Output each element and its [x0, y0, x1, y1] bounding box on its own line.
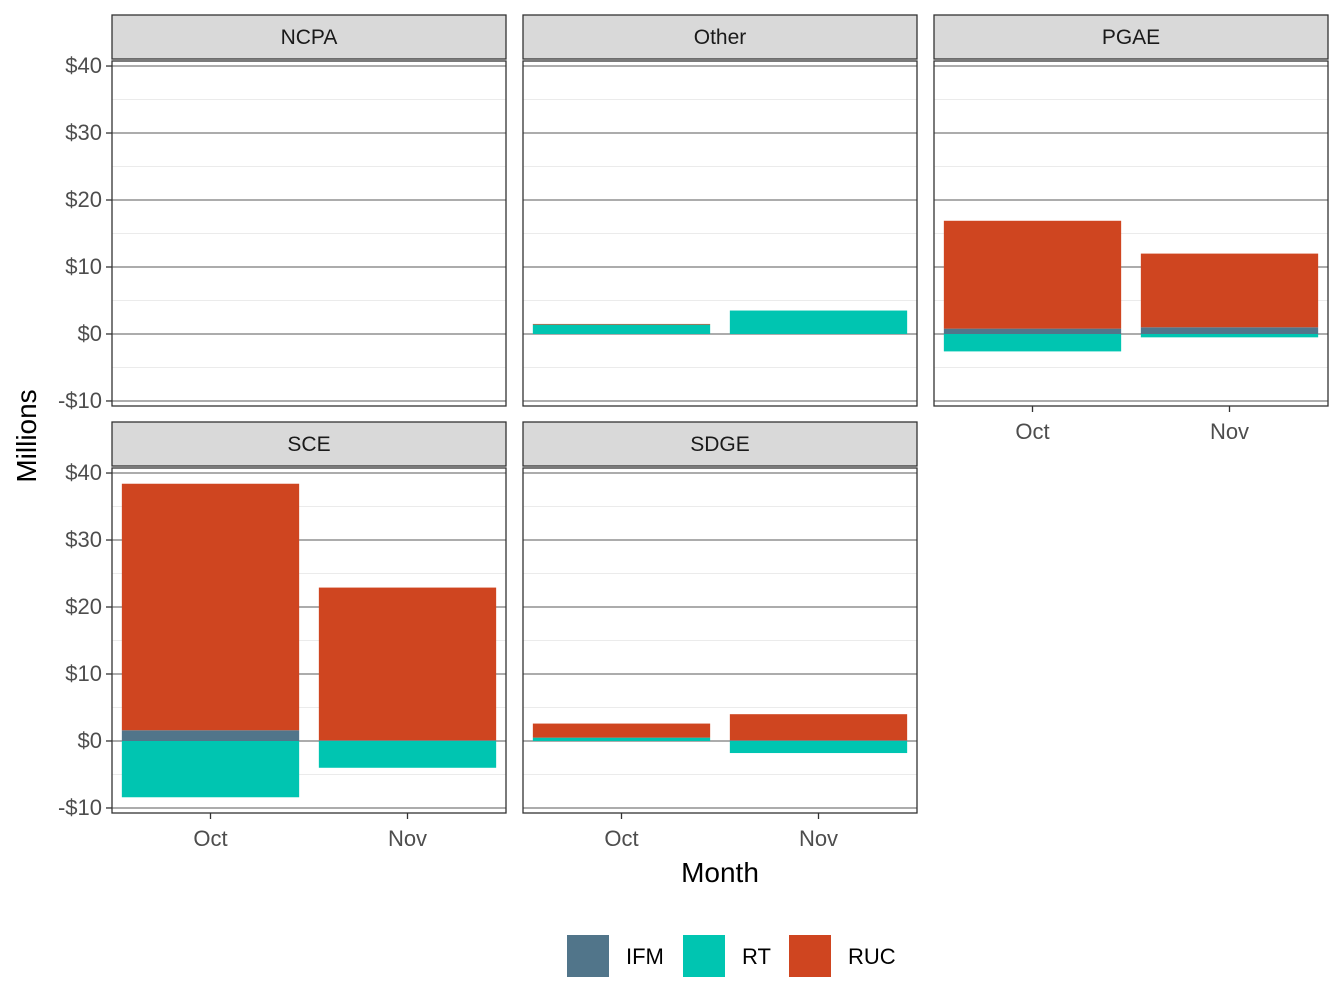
legend-label-rt: RT — [742, 944, 771, 969]
legend-key-ifm — [567, 935, 609, 977]
facet-panels: NCPA Other PGAE SCE SDGE — [111, 14, 1329, 814]
bar-pgae-nov-rt — [1140, 333, 1319, 338]
facet-strip — [522, 14, 918, 60]
x-tick-label: Nov — [799, 826, 838, 851]
bar-sce-nov-ruc — [318, 587, 497, 741]
legend-key-rt — [683, 935, 725, 977]
panel-border — [111, 60, 507, 407]
y-tick-label: $30 — [65, 527, 102, 552]
bar-sdge-nov-ifm — [729, 740, 908, 741]
facet-pgae: PGAE — [933, 14, 1329, 407]
legend-key-ruc — [789, 935, 831, 977]
facet-other: Other — [522, 14, 918, 407]
bar-sdge-nov-ruc — [729, 714, 908, 741]
bar-pgae-nov-ruc — [1140, 253, 1319, 328]
y-tick-label: $10 — [65, 254, 102, 279]
x-axes: Oct Nov Oct Nov Oct Nov — [193, 406, 1249, 851]
x-tick-label: Nov — [388, 826, 427, 851]
y-tick-label: $20 — [65, 187, 102, 212]
y-tick-label: $10 — [65, 661, 102, 686]
y-axis-title: Millions — [11, 389, 42, 482]
bar-other-oct-ruc — [532, 323, 711, 325]
bar-sce-nov-ifm — [318, 740, 497, 741]
bar-sdge-oct-ruc — [532, 723, 711, 738]
x-tick-label: Oct — [604, 826, 638, 851]
bar-other-oct-rt — [532, 324, 711, 334]
y-tick-label: $20 — [65, 594, 102, 619]
y-tick-label: $0 — [78, 728, 102, 753]
facet-sdge: SDGE — [522, 421, 918, 814]
bar-pgae-nov-ifm — [1140, 327, 1319, 334]
facet-strip-label: SCE — [287, 433, 330, 456]
y-tick-label: -$10 — [58, 388, 102, 413]
panel-border — [522, 467, 918, 814]
legend: IFM RT RUC — [567, 935, 896, 977]
bar-sce-nov-rt — [318, 740, 497, 768]
legend-item-rt: RT — [683, 935, 771, 977]
panel-border — [933, 60, 1329, 407]
bar-sdge-oct-rt — [532, 737, 711, 741]
y-tick-label: -$10 — [58, 795, 102, 820]
facet-strip — [933, 14, 1329, 60]
panel-border — [111, 467, 507, 814]
facet-strip-label: SDGE — [690, 433, 750, 456]
facet-strip-label: Other — [694, 26, 747, 49]
bar-sce-oct-rt — [121, 740, 300, 798]
legend-label-ruc: RUC — [848, 944, 896, 969]
x-tick-label: Oct — [193, 826, 227, 851]
legend-item-ifm: IFM — [567, 935, 664, 977]
bar-sce-oct-ruc — [121, 483, 300, 731]
facet-strip-label: PGAE — [1102, 26, 1160, 49]
panel-border — [522, 60, 918, 407]
facet-ncpa: NCPA — [111, 14, 507, 407]
bar-other-nov-rt — [729, 310, 908, 334]
bar-pgae-oct-ifm — [943, 328, 1122, 334]
x-tick-label: Oct — [1015, 419, 1049, 444]
y-tick-label: $40 — [65, 460, 102, 485]
facet-strip-label: NCPA — [281, 26, 338, 49]
bar-pgae-oct-rt — [943, 333, 1122, 352]
y-tick-label: $0 — [78, 321, 102, 346]
facet-strip — [522, 421, 918, 467]
y-tick-label: $30 — [65, 120, 102, 145]
legend-item-ruc: RUC — [789, 935, 896, 977]
facet-strip — [111, 14, 507, 60]
x-axis-title: Month — [681, 857, 759, 888]
facet-sce: SCE — [111, 421, 507, 814]
legend-label-ifm: IFM — [626, 944, 664, 969]
x-tick-label: Nov — [1210, 419, 1249, 444]
bar-sce-oct-ifm — [121, 730, 300, 741]
y-tick-label: $40 — [65, 53, 102, 78]
bar-pgae-oct-ruc — [943, 220, 1122, 329]
y-axes: -$10 $0 $10 $20 $30 $40 -$10 $0 $10 $20 $30 $40 — [58, 53, 112, 820]
bar-sdge-nov-rt — [729, 740, 908, 754]
facet-strip — [111, 421, 507, 467]
